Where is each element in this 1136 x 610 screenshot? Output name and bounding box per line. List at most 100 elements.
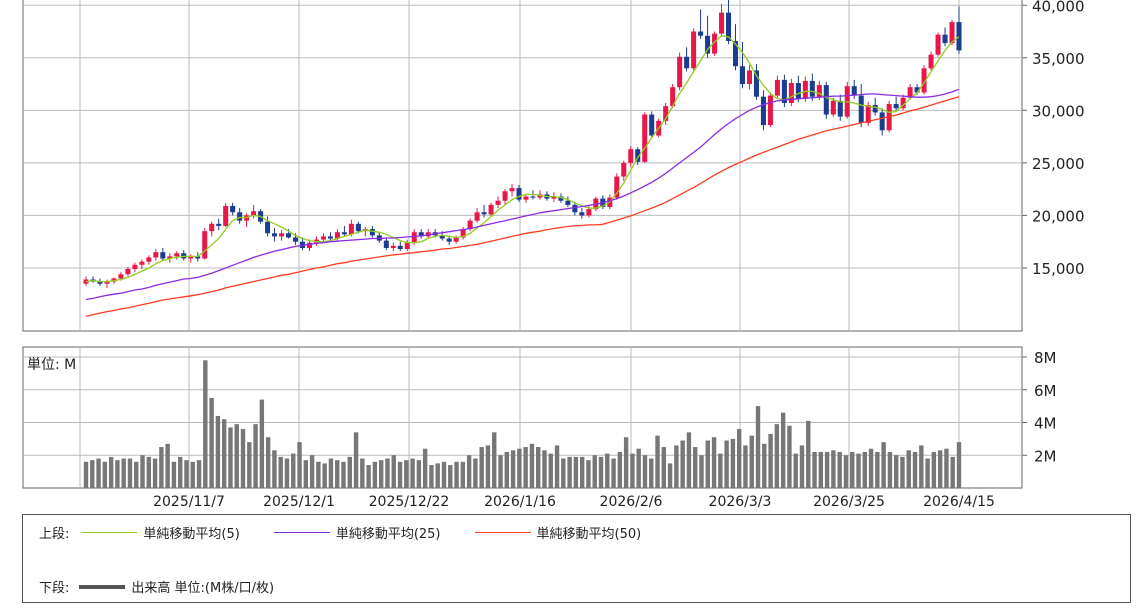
legend-upper-label: 上段: [39,527,70,542]
candle-body [216,223,222,226]
candle [216,218,222,231]
candle [125,266,131,277]
candle-body [746,70,752,85]
candle-body [355,223,361,232]
volume-bar [956,442,962,488]
candle [362,226,368,237]
candle-body [649,114,655,136]
volume-bar [284,458,290,488]
candle [327,232,333,241]
candle [774,75,780,98]
candle [139,259,145,270]
candle-body [760,96,766,126]
volume-bar [159,447,164,488]
date-label-3: 2026/1/16 [484,494,556,510]
candle-body [907,87,913,98]
volume-bar [184,460,189,488]
volume-bar [667,463,673,488]
volume-bar [215,415,221,488]
legend-ma25-label: 単純移動平均(25) [335,527,441,542]
volume-bar [636,448,641,488]
date-label-7: 2026/4/15 [923,494,995,510]
candle-body [334,232,340,239]
volume-bar [730,438,736,488]
candle-body [369,229,375,236]
candle-body [781,79,787,103]
legend-volume-label: 出来高 単位:(M株/口/枚) [131,581,275,596]
candle [663,102,669,126]
candle [928,51,934,71]
candle-body [348,223,354,235]
candle-body [802,80,808,99]
candle-body [286,233,292,238]
volume-bar [780,412,786,488]
candle-body [705,35,711,54]
candle-body [167,256,173,259]
candle-body [104,281,110,284]
candle [739,42,746,89]
candle-body [439,235,445,239]
candle-body [265,221,271,234]
price-tick-label-4: 20,000 [1032,207,1085,225]
candle [628,146,634,168]
volume-bar [385,458,390,488]
candle [698,9,704,39]
volume-panel: 8M 6M 4M 2M [22,346,1057,489]
candle-body [293,237,299,242]
candle-body [956,22,962,51]
candle [635,147,641,165]
candle-body [628,149,634,163]
volume-bar [586,460,591,488]
volume-bar [448,465,453,488]
volume-bar [598,456,604,488]
volume-bar [466,455,472,488]
volume-bar [146,456,152,488]
candle-body [823,85,829,115]
candle [921,65,927,95]
volume-bar [259,399,265,488]
candle-body [684,56,690,69]
candle-body [411,232,417,243]
candle [844,81,850,119]
volume-bar [209,397,214,488]
volume-bar [824,451,830,488]
candle [404,239,410,252]
volume-bar [391,455,396,488]
volume-bar [950,456,955,488]
volume-bar [510,450,516,488]
candle [153,249,159,261]
volume-bar [309,455,315,488]
candle-body [390,245,396,248]
volume-bar [221,419,227,488]
volume-bar [196,460,202,488]
volume-bar [247,442,252,488]
candle-body [691,31,697,69]
date-label-1: 2025/12/1 [263,494,335,510]
volume-bar [96,458,101,488]
candle-body [900,97,906,109]
candle [691,28,697,71]
volume-bar [171,461,177,488]
volume-bar [856,453,861,488]
candle [174,251,180,260]
candle-body [879,112,885,131]
ma-line-1 [85,88,960,301]
volume-bar [818,451,824,488]
volume-bar [115,460,120,488]
volume-bar [887,451,893,488]
volume-bar [278,456,283,488]
candle-body [670,87,676,107]
volume-bar [485,445,491,488]
candle-body [732,40,739,67]
candle [306,239,313,252]
volume-bar [127,458,133,488]
candle [956,6,962,54]
legend-lower-row: 下段: 出来高 単位:(M株/口/枚) [39,577,274,596]
candle-body [809,80,815,97]
volume-bar [661,447,667,488]
candle [795,75,801,102]
candle-body [788,83,794,103]
volume-bar [360,458,365,488]
date-axis: 2025/11/7 2025/12/1 2025/12/22 2026/1/16 202… [153,494,995,510]
volume-frame [22,346,1023,489]
